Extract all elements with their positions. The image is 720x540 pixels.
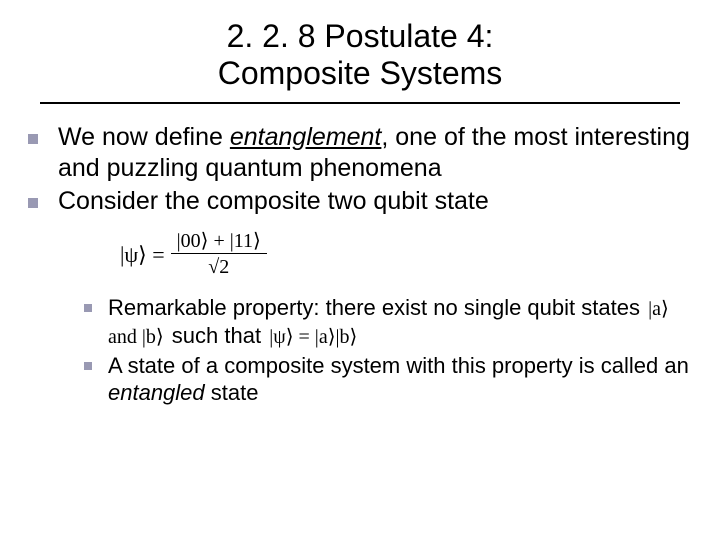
emphasized-term: entanglement bbox=[230, 123, 382, 151]
bullet-text: Consider the composite two qubit state bbox=[58, 186, 489, 217]
formula-main: |ψ⟩ = |00⟩ + |11⟩ √2 bbox=[120, 229, 267, 280]
title-underline bbox=[40, 102, 680, 104]
text-fragment: A state of a composite system with this … bbox=[108, 353, 689, 378]
text-fragment: Remarkable property: there exist no sing… bbox=[108, 295, 646, 320]
slide: 2. 2. 8 Postulate 4: Composite Systems W… bbox=[0, 0, 720, 540]
list-item: Remarkable property: there exist no sing… bbox=[84, 294, 692, 349]
title-line-2: Composite Systems bbox=[40, 55, 680, 92]
formula-lhs: |ψ⟩ = bbox=[120, 242, 165, 268]
bullet-list-level1: We now define entanglement, one of the m… bbox=[28, 122, 692, 218]
emphasized-term: entangled bbox=[108, 380, 205, 405]
bullet-list-level2: Remarkable property: there exist no sing… bbox=[84, 294, 692, 406]
bullet-text: Remarkable property: there exist no sing… bbox=[108, 294, 692, 349]
formula-numerator: |00⟩ + |11⟩ bbox=[171, 229, 267, 254]
content-area: We now define entanglement, one of the m… bbox=[0, 122, 720, 407]
formula-display: |ψ⟩ = |00⟩ + |11⟩ √2 bbox=[120, 229, 692, 280]
formula-denominator: √2 bbox=[171, 254, 267, 280]
square-bullet-icon bbox=[28, 198, 38, 208]
text-fragment: such that bbox=[166, 323, 268, 348]
title-block: 2. 2. 8 Postulate 4: Composite Systems bbox=[0, 0, 720, 98]
text-fragment: Consider the composite two qubit state bbox=[58, 187, 489, 215]
formula-fraction: |00⟩ + |11⟩ √2 bbox=[171, 229, 267, 280]
title-line-1: 2. 2. 8 Postulate 4: bbox=[40, 18, 680, 55]
square-bullet-icon bbox=[28, 134, 38, 144]
bullet-text: We now define entanglement, one of the m… bbox=[58, 122, 692, 185]
square-bullet-icon bbox=[84, 304, 92, 312]
list-item: A state of a composite system with this … bbox=[84, 352, 692, 407]
text-fragment: state bbox=[205, 380, 259, 405]
list-item: Consider the composite two qubit state bbox=[28, 186, 692, 217]
square-bullet-icon bbox=[84, 362, 92, 370]
text-fragment: We now define bbox=[58, 123, 230, 151]
list-item: We now define entanglement, one of the m… bbox=[28, 122, 692, 185]
bullet-text: A state of a composite system with this … bbox=[108, 352, 692, 407]
inline-math: |ψ⟩ = |a⟩|b⟩ bbox=[267, 326, 359, 348]
